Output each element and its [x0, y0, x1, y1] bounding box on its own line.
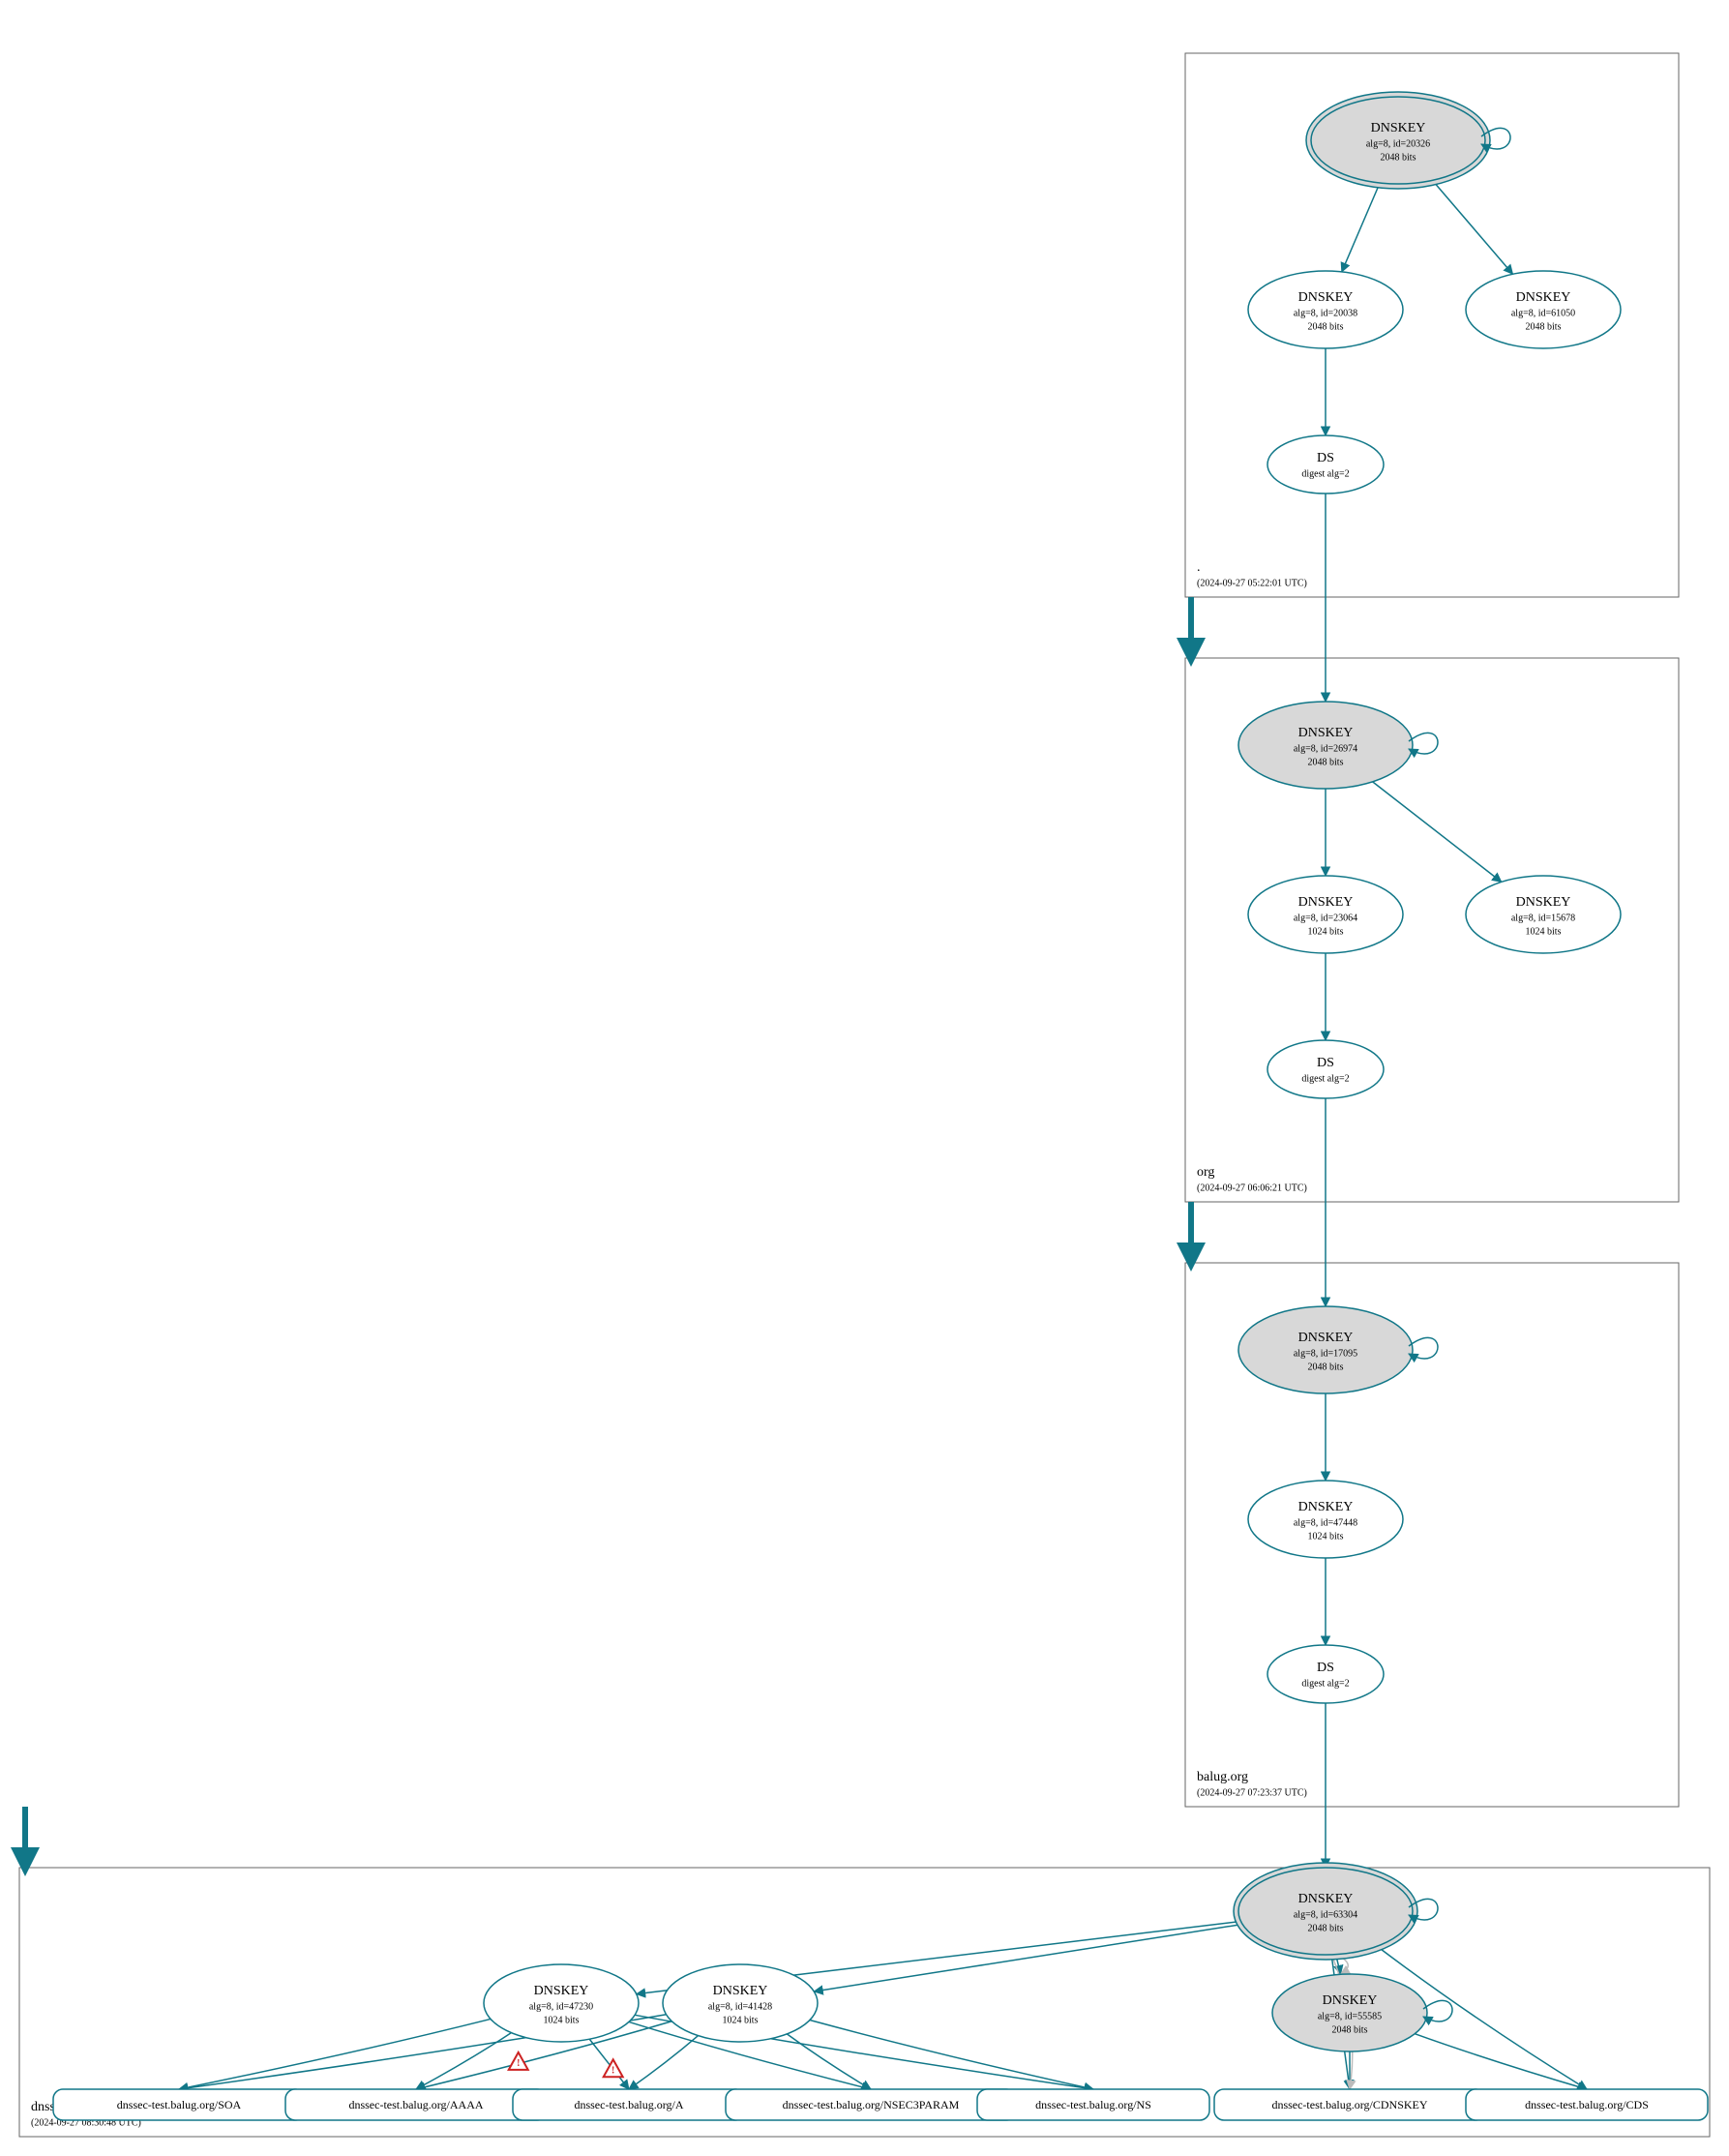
node-title: DS [1317, 451, 1334, 465]
edge [810, 2021, 1093, 2089]
node-sub1: alg=8, id=17095 [1294, 1348, 1357, 1359]
node-sub1: alg=8, id=15678 [1511, 913, 1575, 923]
warning-icon: ! [604, 2059, 623, 2077]
node-title: DNSKEY [1298, 1331, 1354, 1345]
node-org_ds: DS digest alg=2 [1267, 1040, 1384, 1098]
node-title: DNSKEY [1323, 1993, 1378, 2008]
node-sub1: alg=8, id=23064 [1294, 913, 1357, 923]
node-org_ksk: DNSKEY alg=8, id=26974 2048 bits [1238, 702, 1438, 789]
edge [814, 1924, 1242, 1991]
zone-name: . [1197, 560, 1201, 575]
node-sub1: alg=8, id=26974 [1294, 743, 1357, 754]
node-balug_ds: DS digest alg=2 [1267, 1645, 1384, 1703]
svg-text:!: ! [517, 2058, 520, 2069]
edge [1415, 2034, 1587, 2089]
node-sub1: alg=8, id=41428 [708, 2001, 772, 2012]
dnssec-diagram: . (2024-09-27 05:22:01 UTC) org (2024-09-27… [0, 0, 1729, 2156]
node-sub1: alg=8, id=61050 [1511, 308, 1575, 318]
node-dt_zsk1: DNSKEY alg=8, id=47230 1024 bits [484, 1964, 639, 2042]
node-dt_zsk2: DNSKEY alg=8, id=41428 1024 bits [663, 1964, 818, 2042]
node-sub1: alg=8, id=20326 [1366, 138, 1430, 149]
node-title: DNSKEY [534, 1984, 589, 1998]
edge [1342, 183, 1380, 272]
edge [1373, 782, 1502, 882]
leaf-label: dnssec-test.balug.org/CDNSKEY [1271, 2098, 1427, 2111]
node-sub1: digest alg=2 [1301, 468, 1349, 479]
node-balug_ksk: DNSKEY alg=8, id=17095 2048 bits [1238, 1306, 1438, 1393]
node-title: DNSKEY [1298, 290, 1354, 305]
node-sub1: alg=8, id=63304 [1294, 1909, 1357, 1920]
edge [416, 2033, 511, 2089]
svg-text:!: ! [611, 2066, 614, 2077]
node-title: DS [1317, 1056, 1334, 1070]
edge [629, 2036, 699, 2089]
leaf-ns: dnssec-test.balug.org/NS [977, 2089, 1209, 2120]
node-sub1: alg=8, id=20038 [1294, 308, 1357, 318]
node-sub2: 1024 bits [723, 2015, 759, 2025]
node-sub2: 1024 bits [1526, 926, 1562, 937]
node-dt_ksk: DNSKEY alg=8, id=63304 2048 bits [1234, 1863, 1438, 1960]
node-title: DNSKEY [1298, 726, 1354, 740]
node-sub1: digest alg=2 [1301, 1678, 1349, 1689]
edge [179, 2019, 491, 2089]
node-sub2: 2048 bits [1381, 152, 1416, 163]
leaf-cds: dnssec-test.balug.org/CDS [1466, 2089, 1708, 2120]
node-sub2: 2048 bits [1526, 321, 1562, 332]
node-sub2: 2048 bits [1308, 321, 1344, 332]
node-sub1: alg=8, id=47230 [529, 2001, 593, 2012]
warning-icon: ! [509, 2052, 528, 2070]
node-balug_zsk: DNSKEY alg=8, id=47448 1024 bits [1248, 1481, 1403, 1558]
node-sub2: 1024 bits [544, 2015, 580, 2025]
zone-name: balug.org [1197, 1770, 1248, 1784]
node-title: DNSKEY [1371, 121, 1426, 135]
node-sub2: 2048 bits [1332, 2024, 1368, 2035]
node-title: DS [1317, 1661, 1334, 1675]
node-sub2: 2048 bits [1308, 757, 1344, 767]
leaf-a: dnssec-test.balug.org/A [513, 2089, 745, 2120]
node-sub1: digest alg=2 [1301, 1073, 1349, 1084]
node-title: DNSKEY [1298, 895, 1354, 910]
node-sub2: 1024 bits [1308, 1531, 1344, 1542]
zone-timestamp: (2024-09-27 06:06:21 UTC) [1197, 1183, 1307, 1193]
edge [589, 2039, 629, 2089]
node-dt_ksk2: DNSKEY alg=8, id=55585 2048 bits [1272, 1974, 1452, 2051]
node-sub2: 2048 bits [1308, 1923, 1344, 1933]
leaf-nsec3: dnssec-test.balug.org/NSEC3PARAM [726, 2089, 1016, 2120]
node-title: DNSKEY [713, 1984, 768, 1998]
leaf-label: dnssec-test.balug.org/A [574, 2098, 683, 2111]
node-org_zsk: DNSKEY alg=8, id=23064 1024 bits [1248, 876, 1403, 953]
zone-name: org [1197, 1165, 1214, 1180]
node-title: DNSKEY [1298, 1500, 1354, 1514]
node-title: DNSKEY [1516, 895, 1571, 910]
node-sub1: alg=8, id=55585 [1318, 2011, 1382, 2021]
leaf-cdnskey: dnssec-test.balug.org/CDNSKEY [1214, 2089, 1485, 2120]
node-sub1: alg=8, id=47448 [1294, 1517, 1357, 1528]
leaf-label: dnssec-test.balug.org/AAAA [348, 2098, 483, 2111]
node-title: DNSKEY [1516, 290, 1571, 305]
leaf-aaaa: dnssec-test.balug.org/AAAA [285, 2089, 547, 2120]
node-sub2: 1024 bits [1308, 926, 1344, 937]
zone-timestamp: (2024-09-27 05:22:01 UTC) [1197, 578, 1307, 588]
node-title: DNSKEY [1298, 1892, 1354, 1906]
node-root_zsk: DNSKEY alg=8, id=20038 2048 bits [1248, 271, 1403, 348]
node-root_spare: DNSKEY alg=8, id=61050 2048 bits [1466, 271, 1621, 348]
leaf-soa: dnssec-test.balug.org/SOA [53, 2089, 305, 2120]
leaf-label: dnssec-test.balug.org/SOA [117, 2098, 242, 2111]
edge [1432, 180, 1512, 274]
zone-timestamp: (2024-09-27 07:23:37 UTC) [1197, 1787, 1307, 1798]
node-sub2: 2048 bits [1308, 1362, 1344, 1372]
node-org_spare: DNSKEY alg=8, id=15678 1024 bits [1466, 876, 1621, 953]
node-root_ksk: DNSKEY alg=8, id=20326 2048 bits [1306, 92, 1510, 189]
leaf-label: dnssec-test.balug.org/NS [1035, 2098, 1151, 2111]
node-root_ds: DS digest alg=2 [1267, 435, 1384, 494]
edge [787, 2034, 871, 2089]
leaf-label: dnssec-test.balug.org/CDS [1525, 2098, 1649, 2111]
leaf-label: dnssec-test.balug.org/NSEC3PARAM [783, 2098, 960, 2111]
